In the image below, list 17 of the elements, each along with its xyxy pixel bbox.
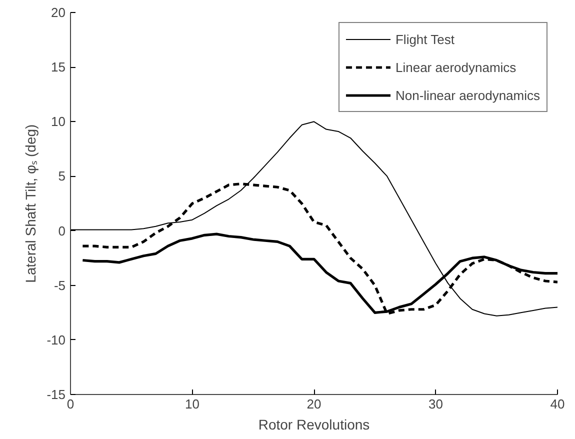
legend-label: Non-linear aerodynamics [395,88,540,102]
y-tick-label: -5 [54,278,66,293]
y-tick-label: 0 [58,223,66,238]
legend-label: Flight Test [395,32,454,46]
y-tick-label: 5 [58,168,66,184]
x-tick-label: 40 [550,396,565,412]
y-tick-label: 10 [51,114,66,130]
y-tick-label: 20 [51,5,66,20]
x-axis-title: Rotor Revolutions [258,416,370,432]
legend-label: Linear aerodynamics [395,60,516,74]
y-tick-label: -10 [46,332,66,348]
y-axis-title: Lateral Shaft Tilt, φₛ (deg) [22,124,39,283]
y-tick-label: 15 [51,60,66,75]
y-tick-label: -15 [46,387,66,402]
x-tick-label: 30 [428,396,443,412]
x-tick-label: 20 [306,396,322,412]
x-tick-label: 10 [185,396,200,412]
